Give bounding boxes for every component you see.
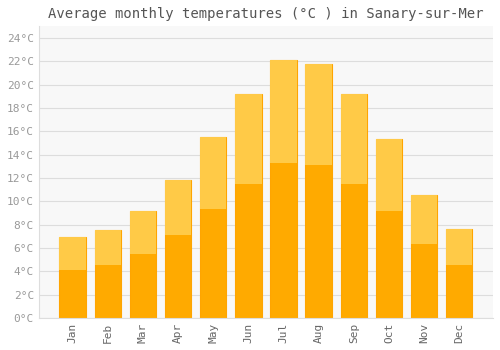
Bar — [306, 64, 332, 318]
Bar — [200, 137, 226, 318]
Bar — [270, 60, 296, 318]
Bar — [446, 229, 472, 318]
Bar — [165, 180, 191, 235]
Bar — [411, 195, 438, 244]
Bar — [411, 195, 438, 318]
Bar — [270, 60, 296, 163]
Bar — [235, 94, 262, 183]
Bar — [306, 64, 332, 165]
Bar — [340, 94, 367, 183]
Bar — [130, 211, 156, 318]
Bar — [340, 94, 367, 318]
Bar — [376, 139, 402, 318]
Bar — [200, 137, 226, 209]
Bar — [446, 229, 472, 265]
Bar — [130, 211, 156, 253]
Bar — [60, 237, 86, 270]
Bar — [94, 230, 121, 318]
Title: Average monthly temperatures (°C ) in Sanary-sur-Mer: Average monthly temperatures (°C ) in Sa… — [48, 7, 484, 21]
Bar — [235, 94, 262, 318]
Bar — [376, 139, 402, 211]
Bar — [60, 237, 86, 318]
Bar — [165, 180, 191, 318]
Bar — [94, 230, 121, 265]
